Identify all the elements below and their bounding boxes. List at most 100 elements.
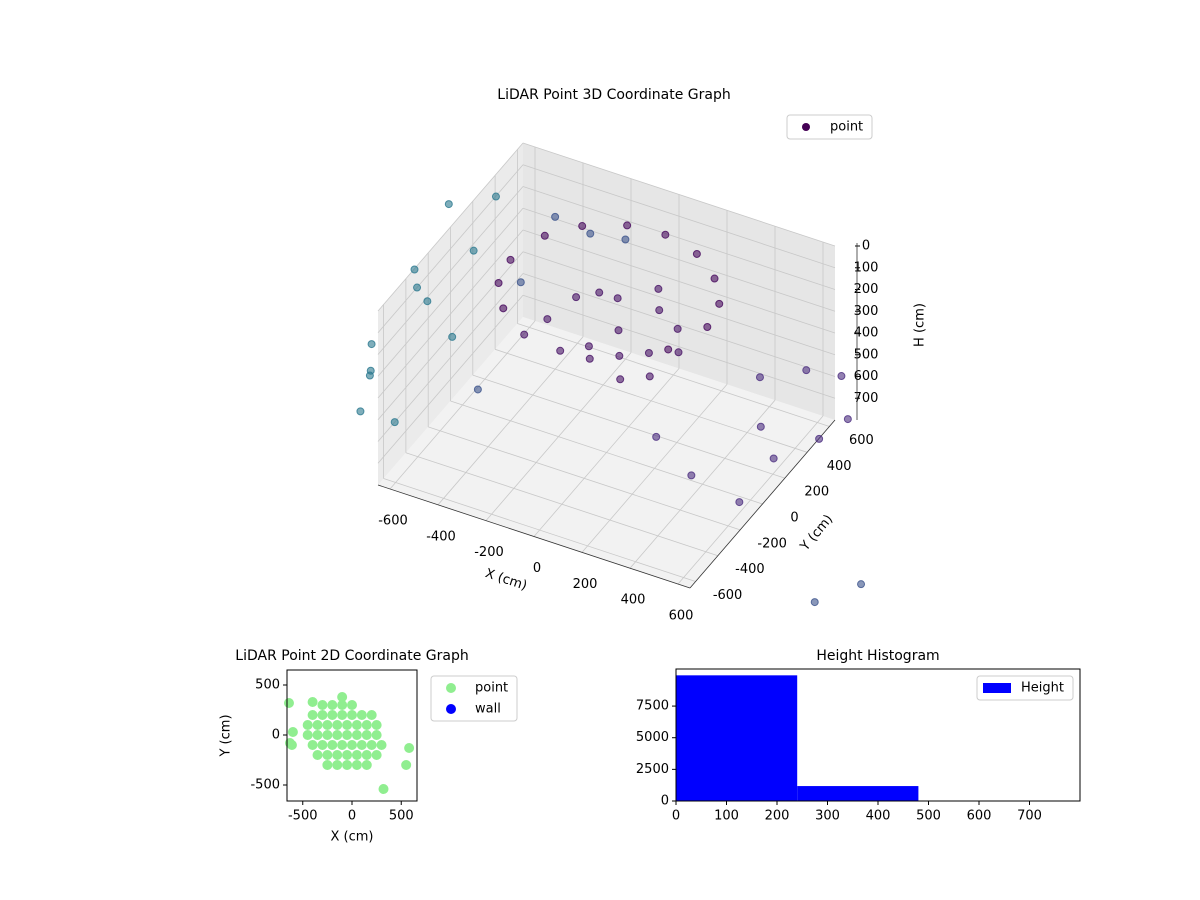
x-tick-label: 200 bbox=[765, 809, 790, 824]
point bbox=[652, 432, 661, 441]
point bbox=[312, 750, 323, 760]
point bbox=[361, 720, 372, 730]
point bbox=[317, 700, 328, 710]
point bbox=[448, 332, 457, 341]
point bbox=[540, 231, 549, 240]
grid-line bbox=[383, 478, 696, 582]
legend-box bbox=[976, 675, 1074, 701]
point bbox=[473, 385, 482, 394]
bar bbox=[797, 786, 919, 801]
point bbox=[342, 720, 353, 730]
point bbox=[327, 740, 338, 750]
grid-line bbox=[522, 186, 836, 290]
point bbox=[302, 730, 313, 740]
grid-line bbox=[377, 142, 524, 312]
x-tick-label: 600 bbox=[669, 609, 694, 624]
point bbox=[621, 235, 630, 244]
y-tick-label: -200 bbox=[757, 536, 787, 551]
x-tick-label: 0 bbox=[672, 809, 680, 824]
grid-line bbox=[405, 452, 719, 557]
z-tick-label: 400 bbox=[854, 326, 879, 341]
grid-line bbox=[472, 374, 785, 479]
grid-line bbox=[377, 229, 524, 399]
point bbox=[332, 720, 343, 730]
x-tick-label: -500 bbox=[288, 809, 318, 824]
point bbox=[613, 294, 622, 303]
point bbox=[361, 760, 372, 770]
chart-title: LiDAR Point 2D Coordinate Graph bbox=[235, 648, 468, 664]
point bbox=[361, 730, 372, 740]
legend-label: Height bbox=[1021, 681, 1064, 696]
point bbox=[342, 730, 353, 740]
legend-label: wall bbox=[475, 702, 501, 717]
point bbox=[843, 415, 852, 424]
point bbox=[302, 720, 313, 730]
point bbox=[337, 710, 348, 720]
point bbox=[342, 760, 353, 770]
point bbox=[312, 730, 323, 740]
point bbox=[376, 740, 387, 750]
x-tick-label: 0 bbox=[348, 809, 356, 824]
point bbox=[351, 720, 362, 730]
point bbox=[423, 297, 432, 306]
point bbox=[469, 246, 478, 255]
point bbox=[307, 697, 318, 707]
z-tick-label: 600 bbox=[854, 369, 879, 384]
grid-line bbox=[522, 251, 836, 356]
y-axis-label: Y (cm) bbox=[219, 714, 234, 757]
point bbox=[342, 750, 353, 760]
point bbox=[307, 740, 318, 750]
point bbox=[735, 498, 744, 507]
point bbox=[337, 740, 348, 750]
point bbox=[351, 750, 362, 760]
point bbox=[371, 730, 382, 740]
point bbox=[404, 743, 415, 753]
legend-marker bbox=[802, 123, 810, 131]
legend-marker bbox=[446, 704, 456, 714]
grid-line bbox=[517, 323, 830, 427]
point bbox=[371, 720, 382, 730]
point bbox=[366, 740, 377, 750]
legend-marker bbox=[446, 683, 456, 693]
point bbox=[572, 293, 581, 302]
x-tick-label: 400 bbox=[866, 809, 891, 824]
y-tick-label: 7500 bbox=[636, 699, 669, 714]
point bbox=[356, 710, 367, 720]
point bbox=[356, 407, 365, 416]
point bbox=[361, 750, 372, 760]
y-tick-label: 2500 bbox=[636, 762, 669, 777]
point bbox=[615, 351, 624, 360]
point bbox=[401, 760, 412, 770]
point bbox=[585, 354, 594, 363]
point bbox=[551, 212, 560, 221]
point bbox=[287, 727, 298, 737]
point bbox=[710, 274, 719, 283]
y-tick-label: 0 bbox=[272, 728, 280, 743]
point bbox=[616, 375, 625, 384]
grid-line bbox=[428, 426, 741, 531]
grid-line bbox=[377, 273, 524, 442]
point bbox=[703, 323, 712, 332]
axis-line bbox=[377, 484, 691, 589]
chart-title: LiDAR Point 3D Coordinate Graph bbox=[497, 87, 730, 103]
point bbox=[351, 760, 362, 770]
point bbox=[283, 698, 294, 708]
point bbox=[673, 324, 682, 333]
point bbox=[578, 222, 587, 231]
point bbox=[556, 346, 565, 355]
point bbox=[664, 345, 673, 354]
point bbox=[367, 340, 376, 349]
x-axis-label: X (cm) bbox=[483, 566, 529, 594]
x-tick-label: -400 bbox=[426, 529, 456, 544]
y-tick-label: 5000 bbox=[636, 730, 669, 745]
point bbox=[378, 784, 389, 794]
point bbox=[491, 192, 500, 201]
grid-line bbox=[377, 164, 524, 334]
x-tick-label: -200 bbox=[474, 545, 504, 560]
grid-line bbox=[450, 400, 763, 505]
y-tick-label: 500 bbox=[255, 678, 280, 693]
point bbox=[327, 710, 338, 720]
point bbox=[499, 304, 508, 313]
point bbox=[332, 750, 343, 760]
point bbox=[857, 580, 866, 589]
